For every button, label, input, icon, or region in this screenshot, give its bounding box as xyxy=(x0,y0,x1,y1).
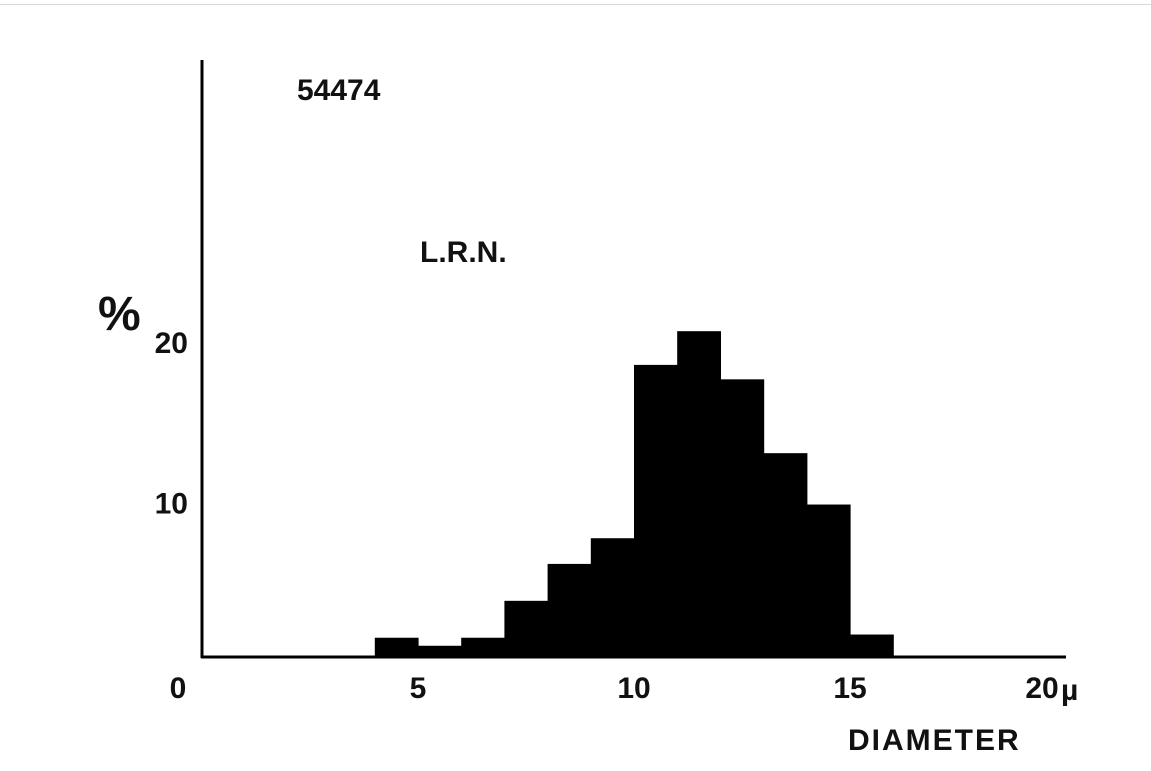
x-tick-label-0: 0 xyxy=(170,672,187,705)
x-axis-label: DIAMETER xyxy=(848,724,1021,757)
x-tick-label-10: 10 xyxy=(617,672,650,705)
y-tick-label-20: 20 xyxy=(155,327,188,360)
chart-title: 54474 xyxy=(297,74,381,107)
x-tick-label-20: 20 xyxy=(1025,672,1058,705)
y-tick-label-10: 10 xyxy=(155,488,188,521)
histogram-bar-9 xyxy=(763,453,808,657)
histogram-bar-8 xyxy=(720,379,765,657)
histogram-bar-7 xyxy=(677,331,721,657)
x-axis-unit: µ xyxy=(1061,674,1078,707)
y-tick-labels: 10 20 xyxy=(155,327,188,521)
histogram-bar-5 xyxy=(590,538,635,657)
chart-annotation: L.R.N. xyxy=(420,236,507,269)
top-border-line xyxy=(0,4,1151,5)
histogram-bar-6 xyxy=(634,364,678,657)
histogram-bar-10 xyxy=(806,504,851,657)
x-tick-label-5: 5 xyxy=(410,672,427,705)
histogram-bar-4 xyxy=(547,563,592,657)
histogram-bar-3 xyxy=(504,600,549,657)
histogram-bar-2 xyxy=(461,637,505,657)
y-axis-label: % xyxy=(98,288,141,341)
x-tick-labels: 0 5 10 15 20 xyxy=(170,672,1059,705)
histogram-bar-1 xyxy=(418,645,462,657)
histogram-bar-0 xyxy=(374,637,419,657)
histogram-bar-11 xyxy=(850,634,894,657)
bars-group xyxy=(374,331,894,657)
x-tick-label-15: 15 xyxy=(833,672,866,705)
